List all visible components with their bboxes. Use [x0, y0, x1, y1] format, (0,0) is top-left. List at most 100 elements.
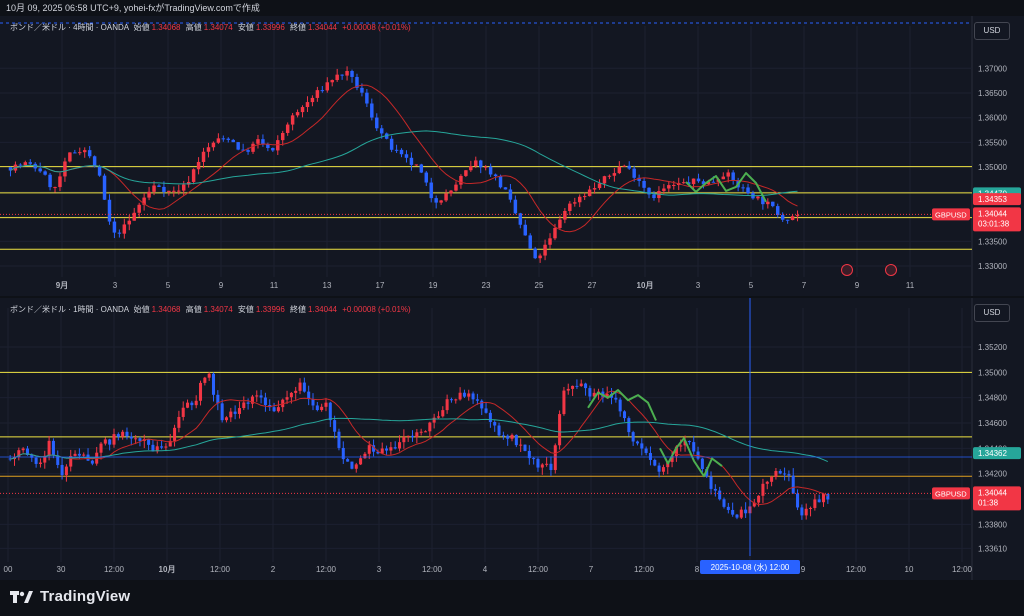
candle-body	[434, 198, 438, 203]
candle-body	[157, 185, 161, 187]
x-tick-label: 4	[483, 565, 488, 574]
footer: TradingView	[0, 580, 1024, 616]
candle-body	[558, 414, 562, 446]
candle-body	[514, 434, 518, 446]
candle-body	[147, 191, 151, 198]
uk-flag-event-icon[interactable]	[885, 264, 897, 276]
candle-body	[721, 176, 726, 180]
candle-body	[333, 420, 337, 432]
candle-body	[410, 435, 415, 438]
candle-body	[56, 455, 60, 465]
y-tick-label: 1.34600	[978, 419, 1007, 428]
candle-body	[627, 418, 631, 433]
candle-body	[385, 448, 389, 451]
x-tick-label: 8	[695, 565, 700, 574]
currency-button[interactable]: USD	[974, 304, 1010, 322]
us-flag-event-icon[interactable]	[841, 264, 853, 276]
y-tick-label: 1.36000	[978, 114, 1007, 123]
candle-body	[471, 393, 475, 400]
candle-body	[414, 164, 419, 166]
candle-body	[216, 138, 221, 143]
candle-body	[771, 201, 775, 207]
candle-body	[602, 176, 607, 184]
x-tick-label: 27	[588, 281, 597, 290]
x-tick-label: 30	[57, 565, 66, 574]
chart-1h-canvas[interactable]: 1.352001.350001.348001.346001.344001.342…	[0, 298, 1024, 580]
candle-body	[30, 455, 34, 458]
candle-body	[464, 170, 468, 176]
candle-body	[53, 187, 57, 189]
chart-pane-4h[interactable]: ポンド／米ドル · 4時間 · OANDA 始値 1.34068 高値 1.3407…	[0, 16, 1024, 296]
close-label: 終値	[290, 305, 307, 314]
candle-body	[424, 172, 429, 183]
candle-body	[575, 385, 579, 387]
candle-body	[731, 509, 735, 515]
chart-pane-1h[interactable]: ポンド／米ドル · 1時間 · OANDA 始値 1.34068 高値 1.3407…	[0, 298, 1024, 580]
candle-body	[692, 442, 696, 452]
candle-body	[298, 382, 302, 391]
candle-body	[756, 196, 760, 199]
low-label: 安値	[237, 23, 254, 32]
candle-body	[107, 199, 112, 222]
candle-body	[300, 107, 305, 113]
crosshair-date-badge	[700, 560, 800, 574]
candle-body	[28, 162, 33, 164]
candle-body	[337, 431, 341, 448]
x-tick-label: 11	[270, 281, 279, 290]
candle-body	[523, 444, 527, 451]
candle-body	[376, 451, 380, 454]
candle-body	[809, 507, 813, 509]
candle-body	[568, 203, 572, 211]
candle-body	[726, 172, 730, 177]
candle-body	[58, 176, 62, 188]
candle-body	[454, 399, 458, 401]
candle-body	[320, 90, 325, 92]
candle-body	[97, 166, 102, 176]
candle-body	[406, 435, 410, 437]
chart-4h-canvas[interactable]: 1.370001.365001.360001.355001.350001.345…	[0, 16, 1024, 296]
candle-body	[790, 216, 795, 221]
x-tick-label: 7	[589, 565, 594, 574]
candle-body	[587, 189, 592, 197]
crosshair-date-text: 2025-10-08 (水) 12:00	[711, 562, 790, 572]
candle-body	[563, 210, 567, 220]
snapshot-header: 10月 09, 2025 06:58 UTC+9, yohei-fxがTradi…	[6, 3, 260, 13]
candle-body	[415, 432, 419, 438]
x-tick-label: 9月	[56, 281, 68, 290]
tradingview-brand: TradingView	[40, 588, 131, 605]
candle-body	[315, 90, 320, 98]
candle-body	[642, 180, 646, 188]
candle-body	[592, 392, 596, 397]
candle-body	[138, 438, 142, 441]
y-tick-label: 1.33610	[978, 544, 1007, 553]
snapshot-author[interactable]: yohei-fx	[123, 3, 156, 13]
x-tick-label: 12:00	[210, 565, 231, 574]
candle-body	[380, 448, 384, 454]
candle-body	[644, 448, 648, 453]
currency-button[interactable]: USD	[974, 22, 1010, 40]
candle-body	[116, 434, 120, 437]
tradingview-logo[interactable]: TradingView	[10, 588, 130, 605]
candle-body	[454, 184, 458, 191]
candle-body	[216, 394, 220, 404]
candle-body	[294, 390, 298, 393]
candle-body	[196, 161, 201, 170]
candle-body	[617, 166, 622, 174]
candle-body	[34, 457, 38, 464]
candle-body	[553, 227, 557, 239]
candle-body	[722, 499, 726, 507]
candle-body	[632, 168, 636, 178]
candle-body	[23, 162, 28, 166]
candle-body	[746, 187, 750, 194]
price-axis-background	[972, 16, 1024, 296]
symbol-label-text: GBPUSD	[935, 210, 967, 219]
candle-body	[125, 431, 129, 437]
candle-body	[340, 74, 344, 76]
candle-body	[355, 76, 359, 88]
candle-body	[224, 417, 228, 421]
candle-body	[459, 175, 463, 185]
candle-body	[241, 149, 245, 151]
candle-body	[231, 139, 235, 143]
current-price-badge	[973, 207, 1021, 232]
open-label: 始値	[133, 305, 150, 314]
